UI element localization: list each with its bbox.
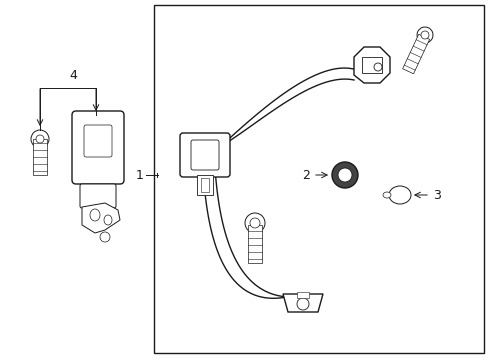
Bar — [361, 57, 381, 73]
Bar — [296, 292, 308, 298]
Text: 4: 4 — [69, 68, 77, 81]
Ellipse shape — [104, 215, 112, 225]
Bar — [201, 178, 208, 192]
Circle shape — [36, 135, 44, 143]
Circle shape — [373, 63, 381, 71]
Bar — [154, 5, 483, 353]
Circle shape — [249, 218, 260, 228]
Bar — [402, 34, 429, 74]
Circle shape — [420, 31, 428, 39]
Bar — [33, 139, 47, 175]
Ellipse shape — [90, 209, 100, 221]
Bar — [197, 175, 213, 195]
Text: 1: 1 — [136, 168, 144, 181]
Circle shape — [244, 213, 264, 233]
FancyBboxPatch shape — [84, 125, 112, 157]
Circle shape — [100, 232, 110, 242]
FancyBboxPatch shape — [72, 111, 124, 184]
Circle shape — [331, 162, 357, 188]
Text: 3: 3 — [432, 189, 440, 202]
Polygon shape — [353, 47, 389, 83]
Polygon shape — [283, 294, 323, 312]
Circle shape — [31, 130, 49, 148]
Circle shape — [296, 298, 308, 310]
Ellipse shape — [382, 192, 390, 198]
FancyBboxPatch shape — [80, 184, 116, 208]
Bar — [247, 225, 262, 263]
Ellipse shape — [388, 186, 410, 204]
Circle shape — [337, 168, 351, 182]
FancyBboxPatch shape — [191, 140, 219, 170]
Polygon shape — [82, 203, 120, 233]
FancyBboxPatch shape — [180, 133, 229, 177]
Circle shape — [416, 27, 432, 43]
Text: 2: 2 — [302, 168, 309, 181]
